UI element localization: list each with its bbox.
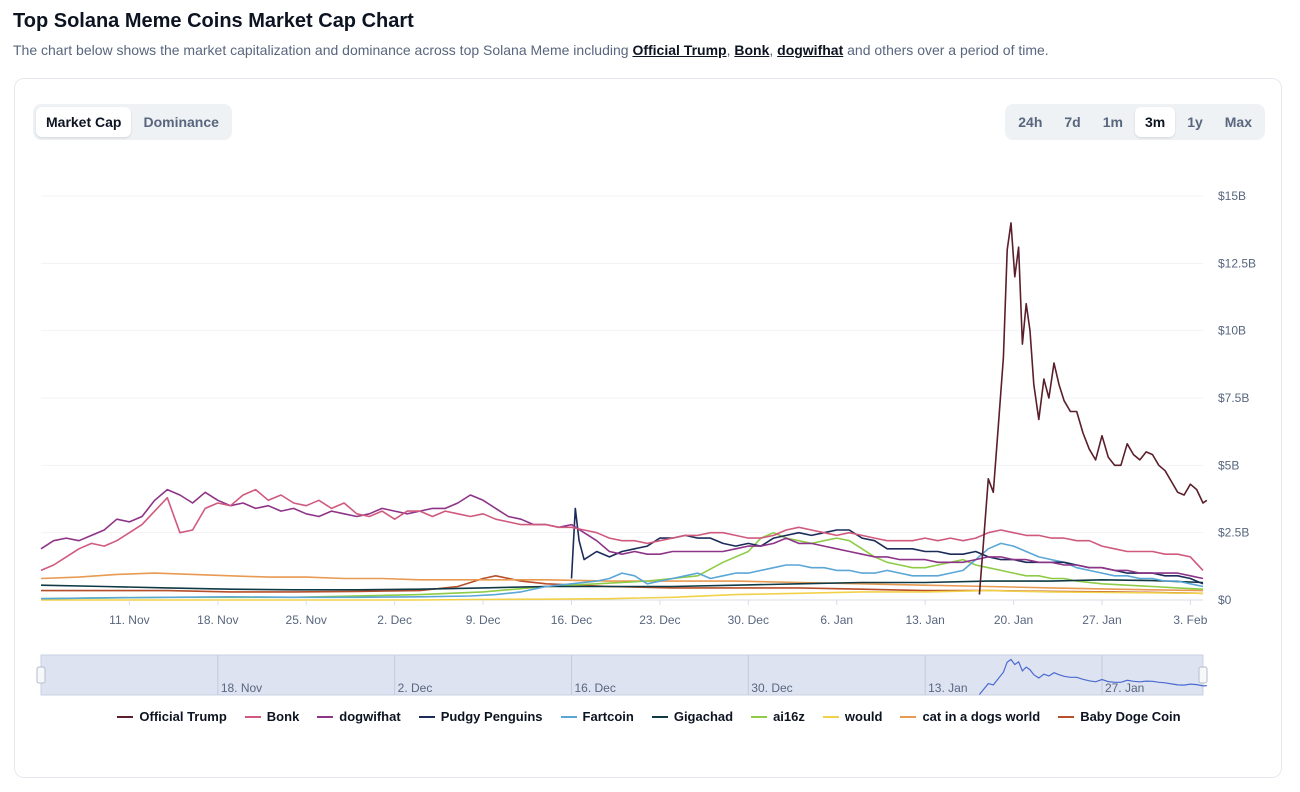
- legend-label: dogwifhat: [339, 709, 401, 724]
- link-dogwifhat[interactable]: dogwifhat: [777, 42, 844, 58]
- series-line-pudgy-penguins[interactable]: [570, 507, 1204, 585]
- navigator-background[interactable]: [40, 654, 1204, 696]
- x-tick-label: 16. Dec: [551, 613, 592, 627]
- legend-label: ai16z: [773, 709, 805, 724]
- x-tick-label: 6. Jan: [820, 613, 853, 627]
- x-tick-label: 9. Dec: [466, 613, 501, 627]
- legend-swatch: [822, 715, 839, 718]
- series-line-cat-in-a-dogs-world[interactable]: [40, 572, 1204, 592]
- y-tick-label: $7.5B: [1218, 391, 1249, 405]
- link-official-trump[interactable]: Official Trump: [632, 42, 727, 58]
- chart-legend: Official Trump Bonk dogwifhat Pudgy Peng…: [15, 709, 1283, 724]
- navigator-tick-label: 2. Dec: [398, 681, 433, 695]
- subtitle-separator: ,: [726, 42, 735, 58]
- legend-item-would[interactable]: would: [822, 709, 883, 724]
- dominance-button[interactable]: Dominance: [143, 114, 219, 130]
- page-subtitle: The chart below shows the market capital…: [13, 42, 1049, 58]
- market-cap-button[interactable]: Market Cap: [36, 107, 132, 137]
- y-tick-label: $0: [1218, 593, 1232, 607]
- legend-label: would: [844, 709, 883, 724]
- legend-item-cat-in-a-dogs-world[interactable]: cat in a dogs world: [900, 709, 1040, 724]
- navigator-series-line: [978, 658, 1207, 695]
- series-line-bonk[interactable]: [40, 488, 1204, 572]
- legend-item-official-trump[interactable]: Official Trump: [117, 709, 227, 724]
- x-axis-ticks: 11. Nov 18. Nov 25. Nov 2. Dec 9. Dec 16. Dec…: [109, 600, 1208, 627]
- chart-canvas[interactable]: $0 $2.5B $5B $7.5B $10B $12.5B $15B 11. Nov 18.…: [15, 79, 1283, 779]
- page-title: Top Solana Meme Coins Market Cap Chart: [13, 10, 414, 32]
- legend-label: cat in a dogs world: [922, 709, 1041, 724]
- y-tick-label: $10B: [1218, 324, 1246, 338]
- x-tick-label: 2. Dec: [377, 613, 412, 627]
- series-lines: [40, 222, 1208, 601]
- x-tick-label: 25. Nov: [286, 613, 327, 627]
- legend-swatch: [418, 715, 435, 718]
- legend-swatch: [560, 715, 577, 718]
- x-tick-label: 30. Dec: [728, 613, 769, 627]
- legend-label: Baby Doge Coin: [1080, 709, 1181, 724]
- legend-item-fartcoin[interactable]: Fartcoin: [560, 709, 634, 724]
- legend-item-gigachad[interactable]: Gigachad: [651, 709, 734, 724]
- legend-label: Gigachad: [673, 709, 734, 724]
- range-1m-button[interactable]: 1m: [1102, 114, 1123, 130]
- y-tick-label: $12.5B: [1218, 256, 1256, 270]
- subtitle-text-end: and others over a period of time.: [843, 42, 1049, 58]
- x-tick-label: 18. Nov: [197, 613, 238, 627]
- series-line-dogwifhat[interactable]: [40, 488, 1204, 580]
- x-tick-label: 27. Jan: [1082, 613, 1121, 627]
- x-tick-label: 3. Feb: [1173, 613, 1207, 627]
- range-1y-button[interactable]: 1y: [1187, 114, 1203, 130]
- series-line-official-trump[interactable]: [978, 222, 1208, 595]
- navigator-tick-label: 16. Dec: [574, 681, 615, 695]
- legend-swatch: [1058, 715, 1075, 718]
- y-axis-ticks: $0 $2.5B $5B $7.5B $10B $12.5B $15B: [1218, 189, 1256, 607]
- legend-label: Bonk: [266, 709, 300, 724]
- x-tick-label: 11. Nov: [109, 613, 149, 627]
- subtitle-separator: ,: [769, 42, 778, 58]
- legend-item-dogwifhat[interactable]: dogwifhat: [317, 709, 401, 724]
- y-tick-label: $2.5B: [1218, 526, 1249, 540]
- legend-label: Fartcoin: [582, 709, 634, 724]
- navigator-handle-right[interactable]: [1198, 666, 1208, 684]
- navigator-tick-label: 27. Jan: [1105, 681, 1144, 695]
- link-bonk[interactable]: Bonk: [734, 42, 770, 58]
- series-line-fartcoin[interactable]: [40, 542, 1204, 600]
- legend-swatch: [117, 715, 134, 718]
- view-toggle: Market Cap Dominance: [33, 104, 232, 140]
- range-7d-button[interactable]: 7d: [1064, 114, 1081, 130]
- navigator: 18. Nov 2. Dec 16. Dec 30. Dec 13. Jan 27. Ja…: [36, 654, 1208, 696]
- legend-item-baby-doge-coin[interactable]: Baby Doge Coin: [1058, 709, 1181, 724]
- y-tick-label: $15B: [1218, 189, 1246, 203]
- range-3m-button[interactable]: 3m: [1134, 107, 1176, 137]
- navigator-handle-left[interactable]: [36, 666, 46, 684]
- legend-label: Pudgy Penguins: [440, 709, 543, 724]
- x-tick-label: 20. Jan: [994, 613, 1033, 627]
- range-toggle: 24h 7d 1m 3m 1y Max: [1005, 104, 1265, 140]
- legend-swatch: [900, 715, 917, 718]
- legend-item-ai16z[interactable]: ai16z: [751, 709, 805, 724]
- x-tick-label: 13. Jan: [905, 613, 944, 627]
- x-tick-label: 23. Dec: [639, 613, 680, 627]
- chart-card: $0 $2.5B $5B $7.5B $10B $12.5B $15B 11. Nov 18.…: [14, 78, 1282, 778]
- legend-swatch: [244, 715, 261, 718]
- y-tick-label: $5B: [1218, 458, 1239, 472]
- legend-swatch: [317, 715, 334, 718]
- navigator-tick-label: 30. Dec: [751, 681, 792, 695]
- legend-label: Official Trump: [139, 709, 227, 724]
- legend-swatch: [651, 715, 668, 718]
- series-line-gigachad[interactable]: [40, 579, 1204, 591]
- grid-lines: [41, 195, 1203, 601]
- legend-item-pudgy-penguins[interactable]: Pudgy Penguins: [418, 709, 543, 724]
- legend-swatch: [751, 715, 768, 718]
- subtitle-text-start: The chart below shows the market capital…: [13, 42, 633, 58]
- series-line-would[interactable]: [41, 589, 1204, 601]
- navigator-tick-label: 13. Jan: [928, 681, 967, 695]
- navigator-tick-label: 18. Nov: [221, 681, 262, 695]
- legend-item-bonk[interactable]: Bonk: [244, 709, 300, 724]
- range-max-button[interactable]: Max: [1224, 114, 1252, 130]
- range-24h-button[interactable]: 24h: [1018, 114, 1043, 130]
